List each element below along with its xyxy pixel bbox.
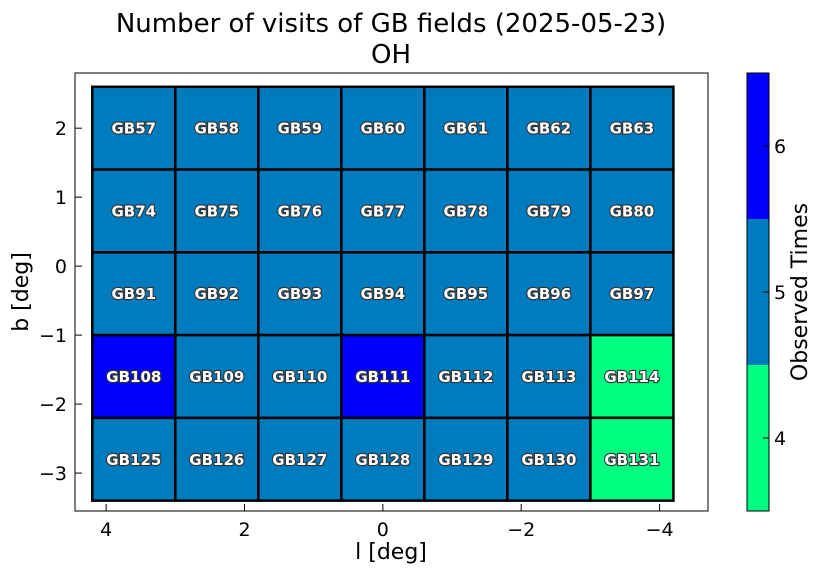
field-label-gb63: GB63 xyxy=(610,120,655,138)
field-label-gb74: GB74 xyxy=(111,202,156,220)
field-label-gb94: GB94 xyxy=(361,285,406,303)
y-tick-label: 0 xyxy=(55,256,67,278)
field-label-gb78: GB78 xyxy=(444,202,489,220)
colorbar-tick-label: 5 xyxy=(774,282,786,304)
field-cell-gb127 xyxy=(257,416,343,502)
field-label-gb113: GB113 xyxy=(521,368,576,386)
y-tick-label: −1 xyxy=(39,325,67,347)
field-cell-gb93 xyxy=(257,251,343,337)
field-cell-gb97 xyxy=(589,251,675,337)
field-label-gb91: GB91 xyxy=(111,285,156,303)
colorbar-label: Observed Times xyxy=(788,203,813,381)
y-axis-ticks: 2 1 0 −1 −2 −3 xyxy=(39,118,82,485)
colorbar-tick-label: 6 xyxy=(774,136,786,158)
field-label-gb75: GB75 xyxy=(195,202,240,220)
field-label-gb108: GB108 xyxy=(106,368,161,386)
y-tick-label: −2 xyxy=(39,394,67,416)
chart-title: Number of visits of GB fields (2025-05-2… xyxy=(116,9,666,39)
field-label-gb61: GB61 xyxy=(444,120,489,138)
field-label-gb92: GB92 xyxy=(195,285,240,303)
field-cell-gb57 xyxy=(91,85,177,171)
field-label-gb79: GB79 xyxy=(527,202,572,220)
field-label-gb127: GB127 xyxy=(272,451,327,469)
field-label-gb96: GB96 xyxy=(527,285,572,303)
field-cell-gb125 xyxy=(91,416,177,502)
field-cell-gb92 xyxy=(174,251,260,337)
field-cell-gb96 xyxy=(506,251,592,337)
x-tick-label: 4 xyxy=(100,519,112,541)
y-tick-label: 1 xyxy=(55,187,67,209)
field-label-gb77: GB77 xyxy=(361,202,406,220)
colorbar-ticks: 4 5 6 xyxy=(763,136,786,450)
x-axis-ticks: 4 2 0 −2 −4 xyxy=(100,504,674,541)
field-cell-gb109 xyxy=(174,333,260,420)
colorbar-segment-5 xyxy=(747,219,769,365)
field-cell-gb108 xyxy=(91,333,177,420)
x-tick-label: 2 xyxy=(238,519,250,541)
field-label-gb128: GB128 xyxy=(355,451,410,469)
field-label-gb59: GB59 xyxy=(278,120,323,138)
field-cell-gb78 xyxy=(423,168,509,254)
field-label-gb114: GB114 xyxy=(604,368,659,386)
field-label-gb97: GB97 xyxy=(610,285,655,303)
field-label-gb129: GB129 xyxy=(438,451,493,469)
colorbar-segment-4 xyxy=(747,365,769,511)
y-axis-label: b [deg] xyxy=(9,252,34,332)
x-tick-label: −4 xyxy=(646,519,674,541)
field-labels: GB57 GB58 GB59 GB60 GB61 GB62 GB63 GB74 GB75 GB76… xyxy=(105,119,660,470)
plot-frame xyxy=(74,72,709,512)
chart-subtitle: OH xyxy=(371,40,411,70)
field-label-gb111: GB111 xyxy=(355,368,410,386)
field-cell-gb131 xyxy=(589,416,675,502)
field-label-gb95: GB95 xyxy=(444,285,489,303)
field-label-gb130: GB130 xyxy=(521,451,576,469)
field-label-gb112: GB112 xyxy=(438,368,493,386)
colorbar-segment-6 xyxy=(747,73,769,219)
field-label-gb76: GB76 xyxy=(278,202,323,220)
colorbar xyxy=(747,73,769,511)
field-cell-gb95 xyxy=(423,251,509,337)
field-label-gb131: GB131 xyxy=(604,451,659,469)
field-cell-gb74 xyxy=(91,168,177,254)
y-tick-label: 2 xyxy=(55,118,67,140)
field-cell-gb58 xyxy=(174,85,260,171)
field-cell-gb62 xyxy=(506,85,592,171)
field-cell-gb130 xyxy=(506,416,592,502)
field-label-gb93: GB93 xyxy=(278,285,323,303)
field-label-gb126: GB126 xyxy=(189,451,244,469)
field-label-gb57: GB57 xyxy=(111,120,156,138)
field-label-gb58: GB58 xyxy=(195,120,240,138)
field-cell-gb80 xyxy=(589,168,675,254)
y-tick-label: −3 xyxy=(39,463,67,485)
x-tick-label: 0 xyxy=(377,519,389,541)
field-label-gb109: GB109 xyxy=(189,368,244,386)
field-cell-gb113 xyxy=(506,333,592,420)
field-label-gb125: GB125 xyxy=(106,451,161,469)
field-label-gb62: GB62 xyxy=(527,120,572,138)
field-grid xyxy=(91,85,675,502)
x-tick-label: −2 xyxy=(507,519,535,541)
x-axis-label: l [deg] xyxy=(355,540,427,565)
field-label-gb80: GB80 xyxy=(610,202,655,220)
colorbar-tick-label: 4 xyxy=(774,428,786,450)
field-label-gb110: GB110 xyxy=(272,368,327,386)
field-cell-gb76 xyxy=(257,168,343,254)
field-label-gb60: GB60 xyxy=(361,120,406,138)
